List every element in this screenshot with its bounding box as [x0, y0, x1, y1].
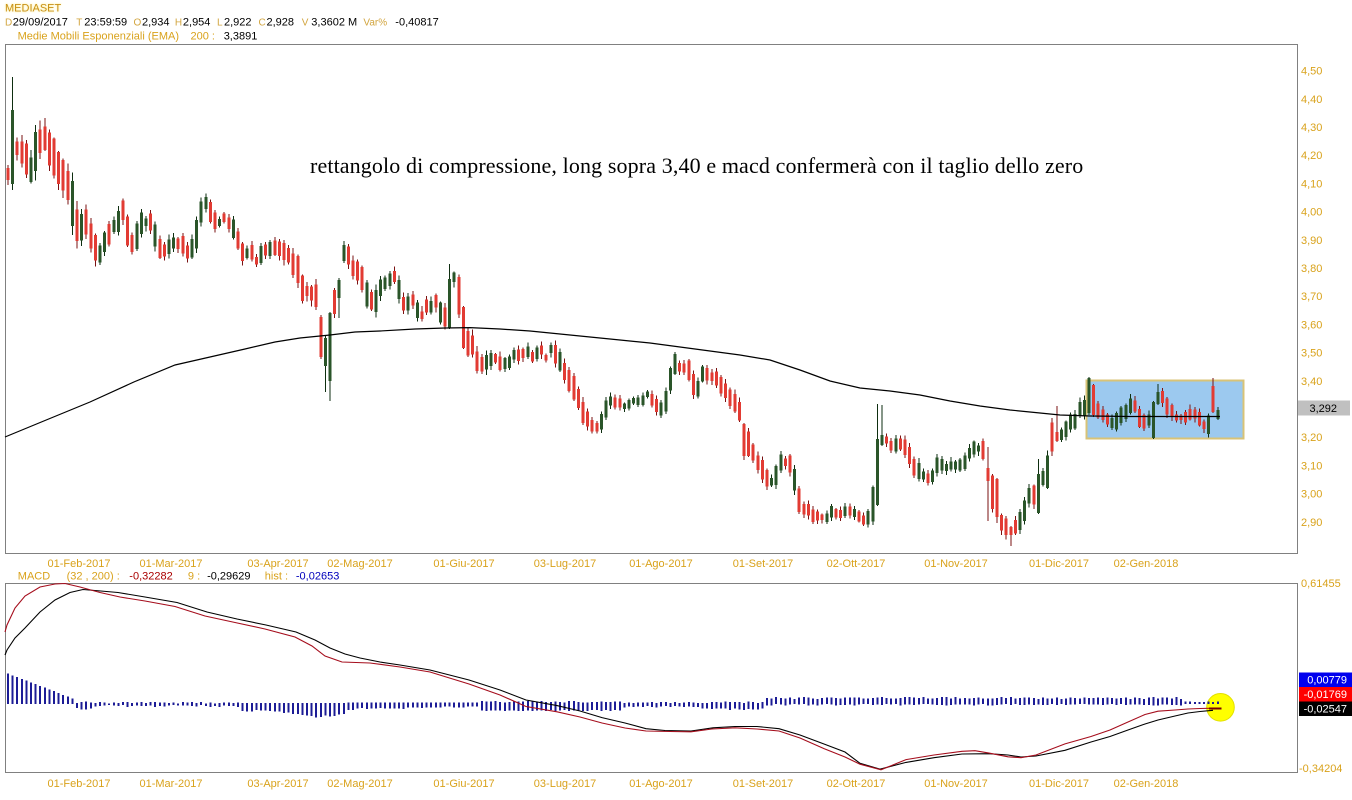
svg-text:-0,01769: -0,01769 [1304, 689, 1347, 701]
svg-text:23:59:59: 23:59:59 [84, 17, 127, 29]
svg-text:3,50: 3,50 [1301, 348, 1322, 360]
svg-text:4,10: 4,10 [1301, 178, 1322, 190]
svg-text:MEDIASET: MEDIASET [5, 3, 62, 15]
svg-text:-0,34204: -0,34204 [1299, 763, 1342, 775]
svg-text:3,80: 3,80 [1301, 263, 1322, 275]
svg-text:-0,40817: -0,40817 [395, 17, 438, 29]
svg-text:03-Apr-2017: 03-Apr-2017 [247, 558, 308, 570]
svg-text:2,928: 2,928 [267, 17, 295, 29]
svg-text:03-Apr-2017: 03-Apr-2017 [247, 778, 308, 790]
svg-text:01-Mar-2017: 01-Mar-2017 [140, 778, 203, 790]
svg-text:2,922: 2,922 [224, 17, 252, 29]
svg-text:2,934: 2,934 [142, 17, 170, 29]
svg-text:29/09/2017: 29/09/2017 [13, 17, 68, 29]
svg-text:9 :: 9 : [188, 571, 200, 583]
svg-text:4,20: 4,20 [1301, 150, 1322, 162]
svg-text:0,00779: 0,00779 [1307, 675, 1347, 687]
svg-text:01-Mar-2017: 01-Mar-2017 [140, 558, 203, 570]
svg-text:01-Dic-2017: 01-Dic-2017 [1029, 558, 1089, 570]
svg-text:02-Ott-2017: 02-Ott-2017 [827, 778, 886, 790]
svg-text:4,50: 4,50 [1301, 66, 1322, 78]
svg-text:(32 , 200) :: (32 , 200) : [67, 571, 120, 583]
svg-text:-0,02653: -0,02653 [296, 571, 339, 583]
svg-text:02-Mag-2017: 02-Mag-2017 [327, 778, 392, 790]
svg-text:hist :: hist : [265, 571, 288, 583]
svg-text:T: T [76, 18, 82, 29]
svg-text:3,20: 3,20 [1301, 432, 1322, 444]
svg-text:4,30: 4,30 [1301, 122, 1322, 134]
svg-text:4,00: 4,00 [1301, 207, 1322, 219]
svg-text:200 :: 200 : [191, 31, 215, 43]
svg-text:rettangolo di compressione, lo: rettangolo di compressione, long sopra 3… [310, 153, 1083, 178]
svg-text:03-Lug-2017: 03-Lug-2017 [534, 558, 596, 570]
svg-text:01-Nov-2017: 01-Nov-2017 [924, 558, 988, 570]
svg-text:03-Lug-2017: 03-Lug-2017 [534, 778, 596, 790]
svg-text:V: V [302, 18, 309, 29]
svg-text:3,292: 3,292 [1310, 403, 1338, 415]
svg-text:01-Set-2017: 01-Set-2017 [733, 558, 794, 570]
svg-text:Medie Mobili Esponenziali (EMA: Medie Mobili Esponenziali (EMA) [18, 31, 179, 43]
svg-text:01-Ago-2017: 01-Ago-2017 [629, 558, 693, 570]
svg-text:3,10: 3,10 [1301, 460, 1322, 472]
svg-text:3,3891: 3,3891 [224, 31, 258, 43]
svg-text:MACD: MACD [18, 571, 50, 583]
svg-text:02-Mag-2017: 02-Mag-2017 [327, 558, 392, 570]
svg-text:3,00: 3,00 [1301, 489, 1322, 501]
svg-text:Var%: Var% [363, 18, 387, 29]
svg-text:01-Ago-2017: 01-Ago-2017 [629, 778, 693, 790]
svg-text:L: L [217, 18, 223, 29]
svg-text:O: O [134, 18, 142, 29]
svg-text:3,3602 M: 3,3602 M [311, 17, 357, 29]
svg-text:2,90: 2,90 [1301, 517, 1322, 529]
svg-text:4,40: 4,40 [1301, 94, 1322, 106]
svg-text:02-Gen-2018: 02-Gen-2018 [1114, 558, 1179, 570]
svg-text:-0,02547: -0,02547 [1304, 704, 1347, 716]
svg-text:01-Dic-2017: 01-Dic-2017 [1029, 778, 1089, 790]
svg-text:01-Feb-2017: 01-Feb-2017 [48, 778, 111, 790]
svg-text:D: D [5, 18, 12, 29]
svg-text:0,61455: 0,61455 [1301, 578, 1341, 590]
svg-text:02-Ott-2017: 02-Ott-2017 [827, 558, 886, 570]
svg-text:3,60: 3,60 [1301, 319, 1322, 331]
svg-text:2,954: 2,954 [183, 17, 211, 29]
svg-text:C: C [259, 18, 266, 29]
svg-text:3,90: 3,90 [1301, 235, 1322, 247]
svg-text:-0,32282: -0,32282 [129, 571, 172, 583]
svg-text:01-Giu-2017: 01-Giu-2017 [433, 778, 494, 790]
svg-text:01-Nov-2017: 01-Nov-2017 [924, 778, 988, 790]
svg-text:01-Set-2017: 01-Set-2017 [733, 778, 794, 790]
svg-text:3,70: 3,70 [1301, 291, 1322, 303]
svg-text:-0,29629: -0,29629 [207, 571, 250, 583]
svg-text:01-Feb-2017: 01-Feb-2017 [48, 558, 111, 570]
svg-text:3,40: 3,40 [1301, 376, 1322, 388]
svg-text:01-Giu-2017: 01-Giu-2017 [433, 558, 494, 570]
svg-text:02-Gen-2018: 02-Gen-2018 [1114, 778, 1179, 790]
svg-text:H: H [175, 18, 182, 29]
